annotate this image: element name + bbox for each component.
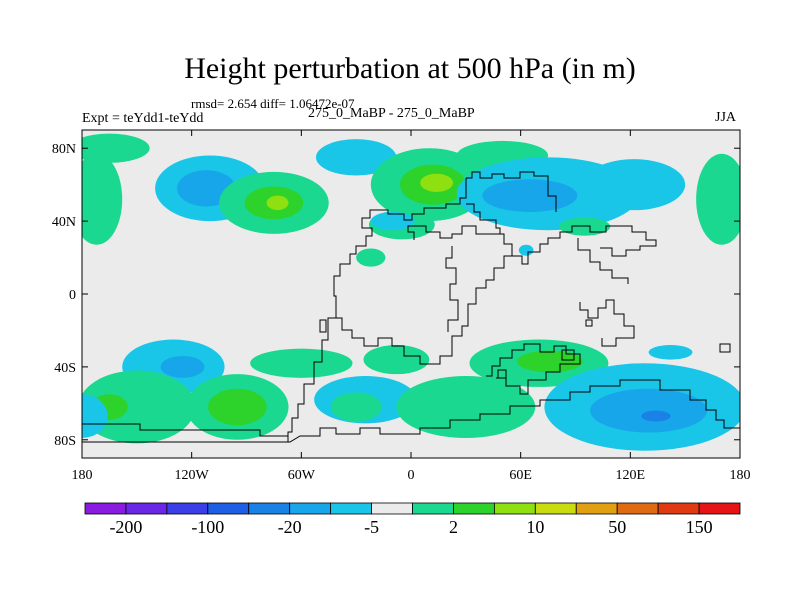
coastline-africa-interior <box>445 246 459 332</box>
x-tick-label: 60W <box>288 468 316 483</box>
colorbar-swatch <box>412 502 454 515</box>
colorbar-swatch <box>289 502 332 515</box>
anomaly-region-37 <box>590 388 708 433</box>
anomaly-region-34 <box>330 392 382 422</box>
colorbar-label: -20 <box>278 517 302 537</box>
x-tick-label: 120W <box>175 468 210 483</box>
x-tick-label: 180 <box>730 468 751 483</box>
colorbar-swatch <box>657 502 700 515</box>
colorbar-swatch <box>248 502 291 515</box>
coastline-india <box>577 238 629 284</box>
anomaly-region-20 <box>356 248 386 267</box>
chart-title: Height perturbation at 500 hPa (in m) <box>184 52 636 85</box>
colorbar-label: 2 <box>449 517 458 537</box>
coastline-antarctic-shelf <box>82 423 288 437</box>
colorbar-swatch <box>84 502 127 515</box>
anomaly-region-7 <box>266 195 289 211</box>
anomaly-region-8 <box>315 139 397 176</box>
coastline-europe-east <box>407 203 501 240</box>
x-tick-label: 180 <box>72 468 93 483</box>
coastline-europe-west <box>333 178 467 318</box>
experiment-label: Expt = teYdd1-teYdd <box>82 111 204 126</box>
anomaly-region-24 <box>250 348 353 378</box>
y-tick-label: 80N <box>52 142 76 157</box>
anomaly-region-39 <box>82 394 108 438</box>
coastline-indonesia <box>579 299 635 347</box>
anomaly-region-18 <box>696 153 740 245</box>
y-tick-label: 80S <box>54 434 76 449</box>
anomaly-region-19 <box>559 217 611 236</box>
anomaly-region-21 <box>518 244 534 256</box>
y-tick-label: 40N <box>52 215 76 230</box>
anomaly-region-23 <box>160 355 205 378</box>
colorbar-label: -5 <box>364 517 379 537</box>
anomaly-region-27 <box>517 350 583 373</box>
colorbar-label: -200 <box>109 517 142 537</box>
colorbar-swatch <box>534 502 577 515</box>
colorbar-swatch <box>453 502 495 515</box>
x-tick-label: 0 <box>408 468 415 483</box>
coastlines <box>82 171 740 443</box>
colorbar-label: -100 <box>191 517 224 537</box>
x-tick-label: 60E <box>509 468 532 483</box>
colorbar-swatch <box>125 502 168 515</box>
colorbar-swatch <box>166 502 209 515</box>
colorbar-swatch <box>493 502 536 515</box>
coastline-africa <box>336 255 512 365</box>
coastline-eurasia-north <box>466 171 557 212</box>
colorbar-swatch <box>207 502 250 515</box>
colorbar-swatch <box>330 502 372 515</box>
anomaly-region-2 <box>82 153 123 245</box>
colorbar-swatch <box>371 502 413 515</box>
anomaly-region-28 <box>648 345 693 360</box>
anomaly-region-29 <box>82 370 196 444</box>
colorbar-label: 150 <box>686 517 713 537</box>
colorbar: -200 -100 -20 -5 2 10 50 150 <box>84 502 741 537</box>
colorbar-label: 10 <box>526 517 544 537</box>
coastline-asia-south <box>500 225 657 265</box>
coastline-islands <box>319 319 731 379</box>
stats-text: rmsd= 2.654 diff= 1.06472e-07 <box>191 96 355 111</box>
coastline-antarctica <box>82 379 740 443</box>
anomaly-region-16 <box>482 179 578 213</box>
y-tick-label: 40S <box>54 361 76 376</box>
colorbar-swatch <box>616 502 659 515</box>
anomaly-region-32 <box>208 388 267 426</box>
colorbar-swatch <box>698 502 741 515</box>
colorbar-swatch <box>575 502 618 515</box>
anomaly-region-25 <box>363 345 430 375</box>
anomaly-region-38 <box>641 410 671 422</box>
season-label: JJA <box>715 110 737 125</box>
y-axis: 80N 40N 0 40S 80S <box>52 142 740 449</box>
anomaly-field <box>82 133 740 451</box>
x-axis: 180 120W 60W 0 60E 120E 180 <box>72 130 751 483</box>
y-tick-label: 0 <box>69 288 76 303</box>
anomaly-region-17 <box>582 159 686 211</box>
case-label: 275_0_MaBP - 275_0_MaBP <box>308 106 475 121</box>
anomaly-region-11 <box>420 173 454 192</box>
anomaly-region-35 <box>396 376 536 438</box>
x-tick-label: 120E <box>616 468 646 483</box>
anomaly-region-1 <box>82 133 150 163</box>
colorbar-label: 50 <box>608 517 626 537</box>
coastline-south-america <box>287 317 336 442</box>
